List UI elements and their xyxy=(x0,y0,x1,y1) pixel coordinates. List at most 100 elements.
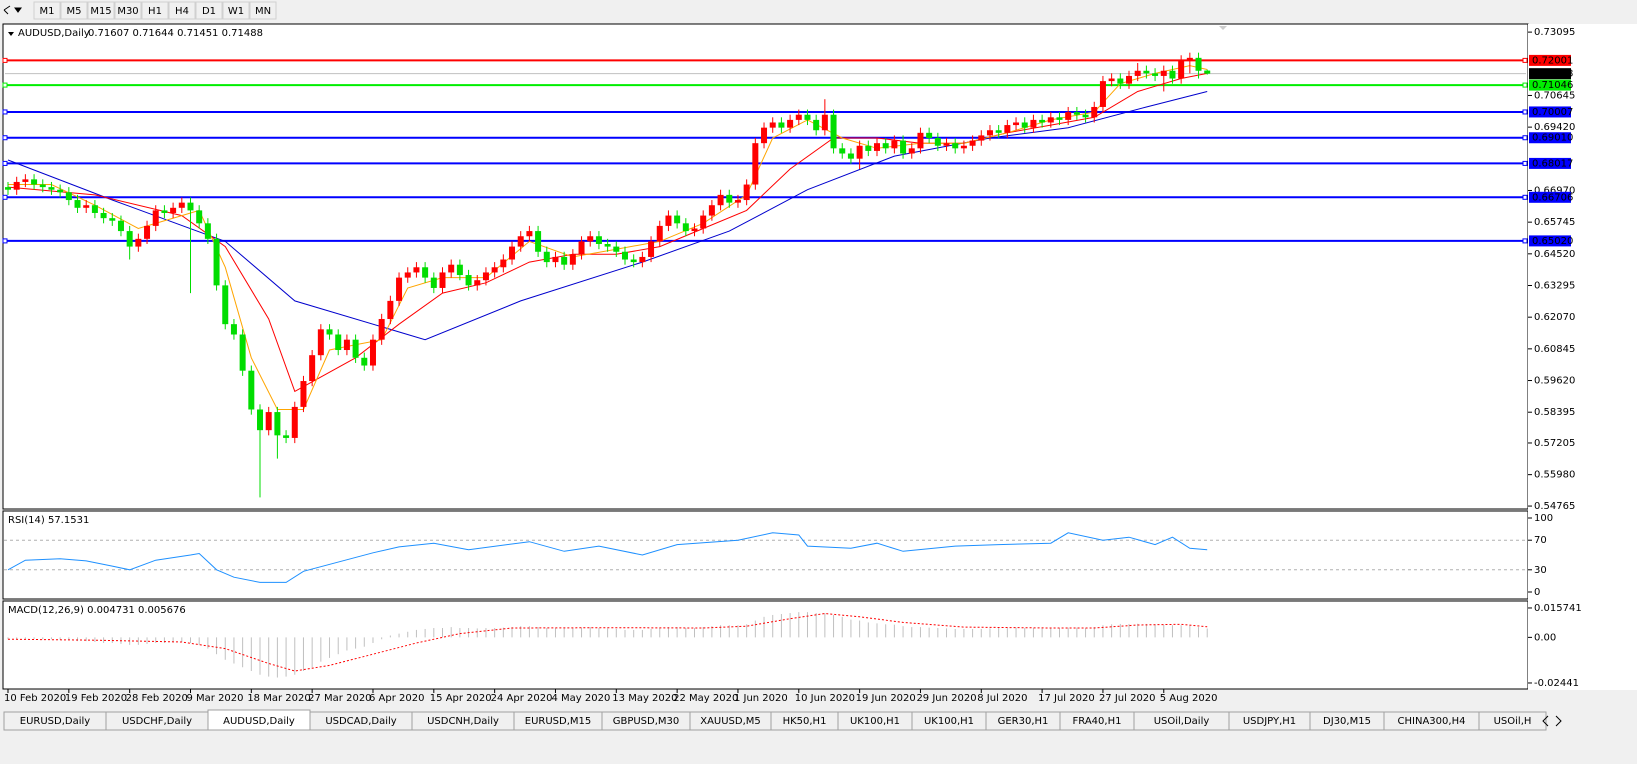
chart-tab-label[interactable]: XAUUSD,M5 xyxy=(700,716,761,727)
chart-tab-label[interactable]: USDCNH,Daily xyxy=(427,716,499,727)
candle-body xyxy=(135,238,142,247)
level-handle xyxy=(1522,57,1528,63)
candle-body xyxy=(1073,112,1080,115)
timeframe-button[interactable] xyxy=(195,1,223,20)
candle-body xyxy=(152,210,159,226)
timeframe-label[interactable]: M15 xyxy=(90,6,111,17)
candle-body xyxy=(509,246,516,260)
candle-body xyxy=(656,225,663,242)
bid-tag xyxy=(1529,68,1571,80)
candle-body xyxy=(604,244,611,247)
x-tick-label: 22 May 2020 xyxy=(673,693,738,704)
candle-body xyxy=(517,236,524,247)
macd-signal xyxy=(7,612,1208,672)
tool-icon[interactable] xyxy=(3,5,22,15)
candle-body xyxy=(778,122,785,128)
chart-tab-label[interactable]: USOil,H xyxy=(1494,716,1532,727)
timeframe-button[interactable] xyxy=(33,1,61,20)
candle-body xyxy=(48,187,55,190)
chart-tab-label[interactable]: USDCAD,Daily xyxy=(325,716,396,727)
level-handle xyxy=(1522,109,1528,115)
candle-body xyxy=(326,329,333,335)
candle-body xyxy=(13,181,20,190)
chart-tab-label[interactable]: DJ30,M15 xyxy=(1323,716,1371,727)
timeframe-button[interactable] xyxy=(60,1,88,20)
candle-body xyxy=(1039,119,1046,123)
candle-body xyxy=(230,324,237,335)
level-handle xyxy=(2,194,8,200)
level-tag xyxy=(1529,157,1571,169)
x-tick-label: 10 Jun 2020 xyxy=(795,693,855,704)
candle-body xyxy=(5,187,11,190)
toolbar xyxy=(0,0,1637,21)
timeframe-button[interactable] xyxy=(114,1,142,20)
candle-body xyxy=(369,339,376,366)
candle-body xyxy=(161,210,168,213)
timeframe-button[interactable] xyxy=(168,1,196,20)
chart-tab-label[interactable]: EURUSD,Daily xyxy=(20,716,91,727)
chart-tab-label[interactable]: AUDUSD,Daily xyxy=(223,716,295,727)
tab-scroll[interactable] xyxy=(1542,715,1562,727)
y-tick-label: 0.70645 xyxy=(1534,90,1575,101)
timeframe-label[interactable]: M1 xyxy=(40,6,55,17)
x-tick-label: 19 Feb 2020 xyxy=(65,693,127,704)
chart-tab-label[interactable]: USOil,Daily xyxy=(1154,716,1210,727)
level-handle xyxy=(2,160,8,166)
candle-body xyxy=(1091,106,1098,118)
timeframe-label[interactable]: D1 xyxy=(202,6,216,17)
candle-body xyxy=(482,272,489,281)
timeframe-button[interactable] xyxy=(249,1,277,20)
candle-body xyxy=(22,179,29,182)
x-tick-label: 28 Feb 2020 xyxy=(126,693,188,704)
level-tag-label: 0.70007 xyxy=(1532,107,1573,118)
chart-tab-label[interactable]: CHINA300,H4 xyxy=(1398,716,1466,727)
chart-tab-label[interactable]: EURUSD,M15 xyxy=(525,716,591,727)
x-tick-label: 24 Apr 2020 xyxy=(491,693,553,704)
y-tick-label: 0.65745 xyxy=(1534,217,1575,228)
level-tag-label: 0.69010 xyxy=(1532,133,1573,144)
chart-tab-label[interactable]: HK50,H1 xyxy=(783,716,827,727)
timeframe-label[interactable]: H1 xyxy=(148,6,162,17)
chart-tab-label[interactable]: GBPUSD,M30 xyxy=(613,716,680,727)
candle-body xyxy=(491,267,498,273)
chart-tab-label[interactable]: UK100,H1 xyxy=(850,716,900,727)
timeframe-label[interactable]: M5 xyxy=(67,6,82,17)
timeframe-label[interactable]: W1 xyxy=(228,6,244,17)
candle-body xyxy=(1013,122,1020,126)
timeframe-label[interactable]: MN xyxy=(255,6,271,17)
chart-tab-label[interactable]: USDCHF,Daily xyxy=(122,716,192,727)
candle-body xyxy=(248,370,255,410)
y-tick-label: 0.58395 xyxy=(1534,407,1575,418)
level-handle xyxy=(1522,238,1528,244)
timeframe-label[interactable]: M30 xyxy=(117,6,138,17)
candle-body xyxy=(196,210,203,224)
timeframe-label[interactable]: H4 xyxy=(175,6,189,17)
timeframe-button[interactable] xyxy=(87,1,115,20)
candle-body xyxy=(361,357,368,366)
chart-tab[interactable] xyxy=(1478,711,1547,731)
level-handle xyxy=(2,135,8,141)
candle-body xyxy=(674,215,681,224)
candle-body xyxy=(752,143,759,185)
chart-tab-label[interactable]: USDJPY,H1 xyxy=(1243,716,1296,727)
chart-tab-label[interactable]: GER30,H1 xyxy=(998,716,1049,727)
level-tag-label: 0.71046 xyxy=(1532,80,1573,91)
candle-body xyxy=(1169,70,1176,79)
x-tick-label: 29 Jun 2020 xyxy=(916,693,976,704)
menu-arrow xyxy=(8,32,14,36)
timeframe-button[interactable] xyxy=(141,1,169,20)
chart-tab-label[interactable]: FRA40,H1 xyxy=(1073,716,1122,727)
timeframe-button[interactable] xyxy=(222,1,250,20)
y-tick-label: 0.66970 xyxy=(1534,185,1575,196)
macd-tick-label: 0.00 xyxy=(1534,632,1556,643)
chart-tab-label[interactable]: UK100,H1 xyxy=(924,716,974,727)
candle-body xyxy=(1004,125,1011,133)
candle-body xyxy=(265,412,272,431)
candle-body xyxy=(170,207,177,213)
candle-body xyxy=(283,435,290,438)
candle-body xyxy=(526,231,533,237)
candle-body xyxy=(847,153,854,159)
candle-body xyxy=(109,218,116,221)
candle-body xyxy=(57,189,64,193)
x-tick-label: 5 Aug 2020 xyxy=(1160,693,1218,704)
